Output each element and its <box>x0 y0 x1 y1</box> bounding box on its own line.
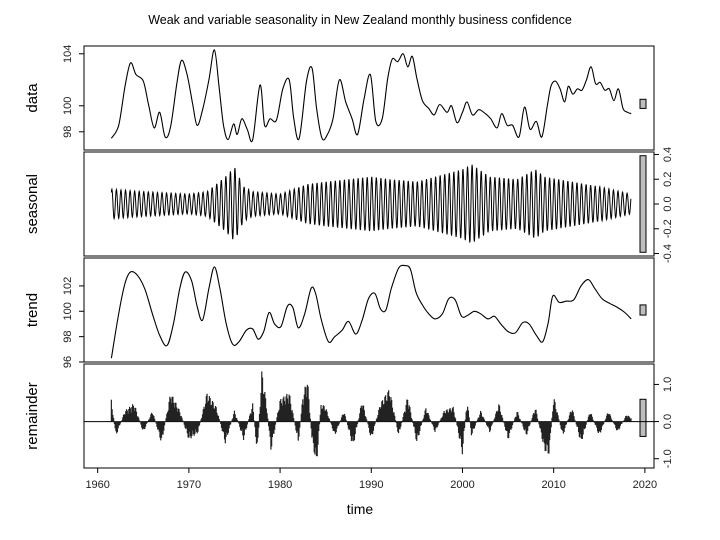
panel-remainder: -1.0 0.0 1.0 remainder <box>24 363 674 469</box>
seasonal-y-tick-label: 0.2 <box>662 172 674 187</box>
panel-trend: 96 98 100 102 trend <box>24 257 655 368</box>
remainder-y-tick-label: -1.0 <box>662 449 674 468</box>
x-axis-title: time <box>347 501 374 517</box>
x-tick-label: 2010 <box>541 479 565 491</box>
trend-panel-label: trend <box>24 293 41 327</box>
data-y-tick-label: 104 <box>62 45 74 63</box>
data-panel-frame <box>83 45 655 151</box>
remainder-range-bar <box>639 398 647 437</box>
x-tick-label: 1960 <box>85 479 109 491</box>
remainder-panel-label: remainder <box>24 382 41 450</box>
remainder-panel-frame <box>83 363 655 469</box>
trend-y-tick-label: 96 <box>62 356 74 368</box>
data-y-tick-label: 100 <box>62 97 74 115</box>
data-panel-label: data <box>24 83 41 113</box>
seasonal-series-line <box>110 164 632 243</box>
x-tick-label: 1980 <box>268 479 292 491</box>
panel-data: 98 100 104 data <box>24 45 655 151</box>
trend-y-tick-label: 98 <box>62 331 74 343</box>
trend-series-line <box>110 264 632 359</box>
data-series-line <box>110 49 632 143</box>
trend-panel-frame <box>83 257 655 363</box>
x-tick-label: 2000 <box>450 479 474 491</box>
data-range-bar <box>639 98 647 109</box>
seasonal-y-tick-label: -0.4 <box>662 244 674 263</box>
seasonal-y-tick-label: 0.4 <box>662 147 674 162</box>
x-tick-label: 1970 <box>177 479 201 491</box>
x-axis: 1960 1970 1980 1990 2000 2010 2020 <box>85 468 657 491</box>
trend-y-tick-label: 102 <box>62 277 74 295</box>
trend-range-bar <box>639 304 647 316</box>
remainder-y-tick-label: 0.0 <box>662 414 674 429</box>
chart-title: Weak and variable seasonality in New Zea… <box>148 13 572 27</box>
seasonal-y-tick-label: 0.0 <box>662 196 674 211</box>
seasonal-y-tick-label: -0.2 <box>662 219 674 238</box>
x-tick-label: 2020 <box>633 479 657 491</box>
trend-y-tick-label: 100 <box>62 302 74 320</box>
data-y-tick-label: 98 <box>62 126 74 138</box>
panel-seasonal: -0.4 -0.2 0.0 0.2 0.4 seasonal <box>24 147 674 263</box>
x-tick-label: 1990 <box>359 479 383 491</box>
seasonal-panel-label: seasonal <box>24 174 41 234</box>
seasonal-range-bar <box>639 155 647 253</box>
panels-group: 98100104data-0.4-0.20.00.20.4seasonal969… <box>24 45 674 469</box>
remainder-y-tick-label: 1.0 <box>662 377 674 392</box>
